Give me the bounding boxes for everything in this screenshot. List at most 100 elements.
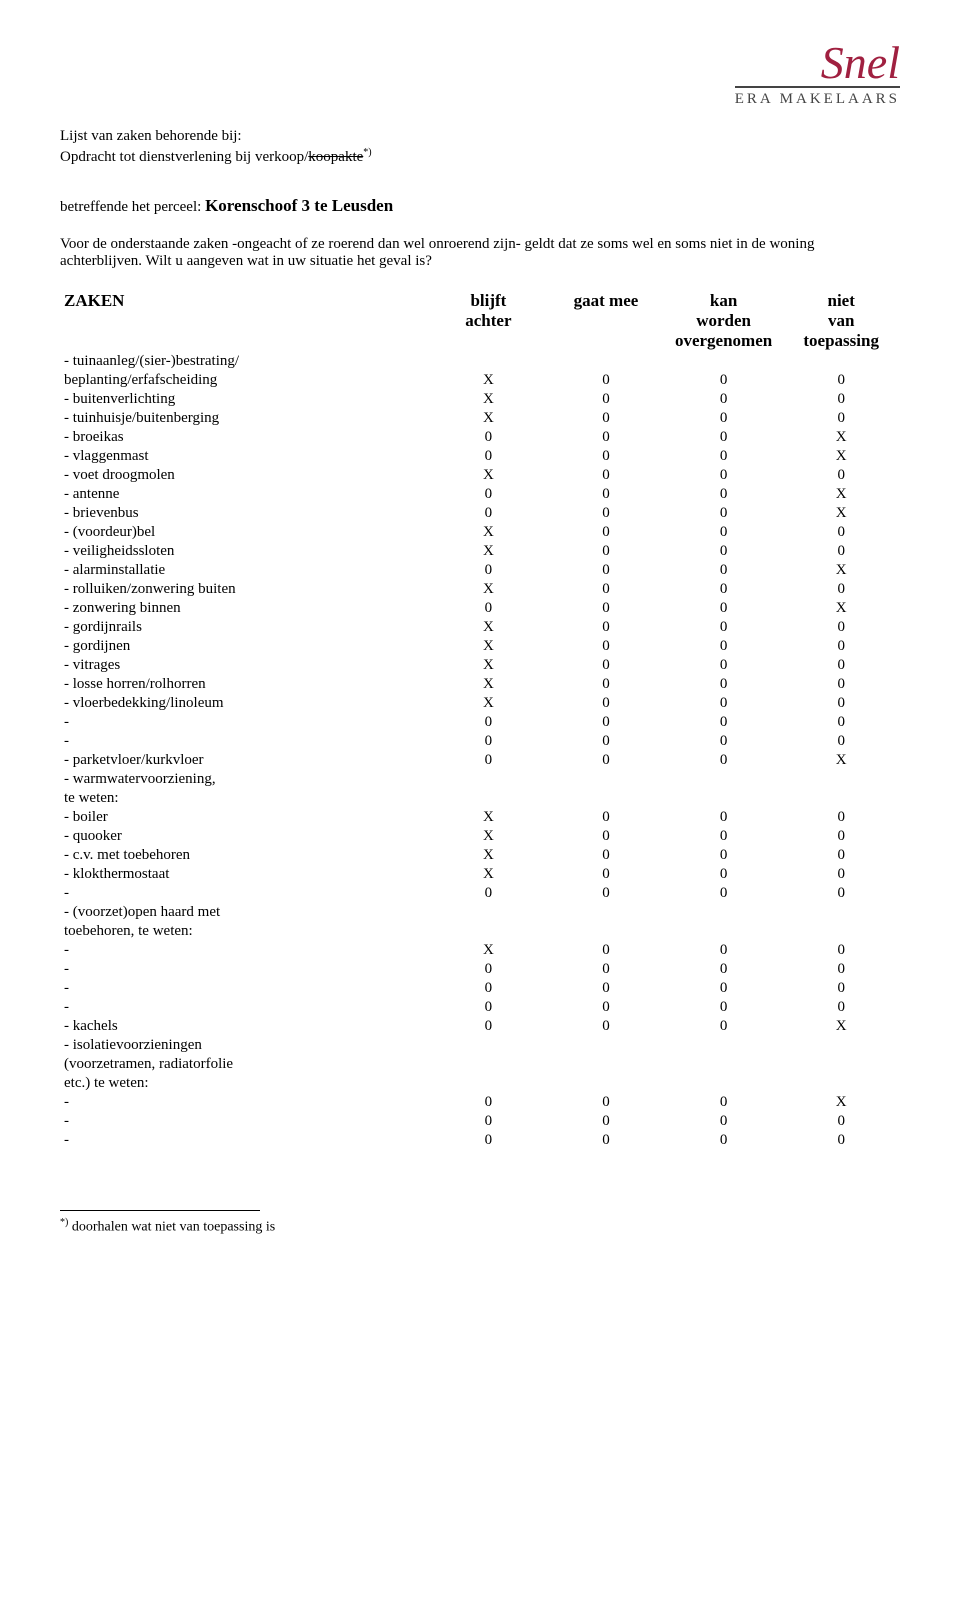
row-value: 0 (430, 1093, 548, 1112)
row-value: 0 (782, 960, 900, 979)
row-value: X (430, 675, 548, 694)
row-value (782, 1036, 900, 1055)
intro-line2: Opdracht tot dienstverlening bij verkoop… (60, 147, 900, 166)
row-value: 0 (430, 960, 548, 979)
row-value: X (430, 808, 548, 827)
row-value: 0 (547, 523, 665, 542)
row-value: 0 (547, 390, 665, 409)
row-value: X (430, 409, 548, 428)
table-row: -0000 (60, 732, 900, 751)
row-value (782, 922, 900, 941)
row-value (430, 1074, 548, 1093)
row-value: 0 (547, 656, 665, 675)
table-row: - tuinhuisje/buitenbergingX000 (60, 409, 900, 428)
row-value: 0 (665, 1017, 783, 1036)
table-row: -0000 (60, 884, 900, 903)
row-value: 0 (547, 960, 665, 979)
row-label: - tuinaanleg/(sier-)bestrating/ (60, 352, 430, 371)
table-row: - parketvloer/kurkvloer000X (60, 751, 900, 770)
row-label: (voorzetramen, radiatorfolie (60, 1055, 430, 1074)
row-value (547, 770, 665, 789)
row-label: - (60, 979, 430, 998)
table-row: - alarminstallatie000X (60, 561, 900, 580)
row-value: 0 (665, 485, 783, 504)
row-value (665, 1074, 783, 1093)
row-value: 0 (547, 599, 665, 618)
table-header-row: ZAKEN blijft achter gaat mee kan worden … (60, 290, 900, 352)
row-value: 0 (665, 428, 783, 447)
row-value: 0 (665, 1131, 783, 1150)
row-value: X (430, 523, 548, 542)
table-row: (voorzetramen, radiatorfolie (60, 1055, 900, 1074)
row-value (782, 1055, 900, 1074)
table-row: -0000 (60, 1112, 900, 1131)
row-label: - (60, 732, 430, 751)
row-value: 0 (547, 466, 665, 485)
row-label: - vlaggenmast (60, 447, 430, 466)
row-value (547, 1036, 665, 1055)
row-value: 0 (665, 504, 783, 523)
intro-block: Lijst van zaken behorende bij: Opdracht … (60, 128, 900, 166)
row-value: 0 (782, 808, 900, 827)
table-row: - (voorzet)open haard met (60, 903, 900, 922)
row-value: 0 (782, 656, 900, 675)
row-value: 0 (547, 1017, 665, 1036)
table-row: - boilerX000 (60, 808, 900, 827)
row-value: 0 (547, 751, 665, 770)
row-value: 0 (782, 694, 900, 713)
header-nvt: niet van toepassing (782, 290, 900, 352)
row-value (430, 922, 548, 941)
row-value: 0 (547, 884, 665, 903)
row-value: 0 (547, 732, 665, 751)
row-value: 0 (665, 884, 783, 903)
row-value: 0 (547, 561, 665, 580)
row-value: X (430, 827, 548, 846)
row-value (430, 789, 548, 808)
table-row: - quookerX000 (60, 827, 900, 846)
row-value: 0 (547, 428, 665, 447)
row-label: - isolatievoorzieningen (60, 1036, 430, 1055)
row-value: 0 (547, 827, 665, 846)
row-value (782, 770, 900, 789)
row-value (430, 1055, 548, 1074)
row-value: X (430, 542, 548, 561)
row-label: - antenne (60, 485, 430, 504)
row-value: X (782, 1017, 900, 1036)
row-value: 0 (547, 941, 665, 960)
row-value: 0 (782, 1112, 900, 1131)
table-row: - c.v. met toebehorenX000 (60, 846, 900, 865)
row-label: - losse horren/rolhorren (60, 675, 430, 694)
footnote: *) doorhalen wat niet van toepassing is (60, 1217, 900, 1236)
intro-body: Voor de onderstaande zaken -ongeacht of … (60, 236, 900, 270)
row-value: 0 (665, 960, 783, 979)
row-value: 0 (665, 941, 783, 960)
table-row: toebehoren, te weten: (60, 922, 900, 941)
row-value (782, 1074, 900, 1093)
table-row: -000X (60, 1093, 900, 1112)
row-value: 0 (430, 504, 548, 523)
row-value: 0 (782, 466, 900, 485)
table-row: -X000 (60, 941, 900, 960)
row-value: 0 (665, 846, 783, 865)
row-value: 0 (430, 599, 548, 618)
row-value (782, 903, 900, 922)
row-value: 0 (665, 409, 783, 428)
row-value: X (430, 390, 548, 409)
footnote-separator (60, 1210, 260, 1211)
row-value: X (782, 504, 900, 523)
row-value: X (430, 941, 548, 960)
row-value: X (782, 599, 900, 618)
row-value: 0 (430, 751, 548, 770)
row-value: 0 (665, 865, 783, 884)
row-label: - warmwatervoorziening, (60, 770, 430, 789)
row-value (665, 789, 783, 808)
row-value: 0 (547, 865, 665, 884)
row-value: 0 (665, 637, 783, 656)
table-row: - kachels000X (60, 1017, 900, 1036)
row-value: 0 (782, 390, 900, 409)
header-kanworden: kan worden overgenomen (665, 290, 783, 352)
row-label: - veiligheidssloten (60, 542, 430, 561)
row-value: 0 (665, 599, 783, 618)
table-row: beplanting/erfafscheidingX000 (60, 371, 900, 390)
row-value: X (430, 618, 548, 637)
